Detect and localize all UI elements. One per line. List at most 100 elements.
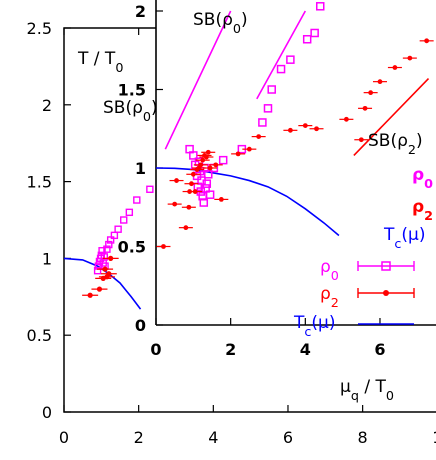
legend-label-rho2: ρ2 bbox=[320, 284, 339, 311]
y-tick-label: 2.5 bbox=[27, 19, 52, 38]
inset-rho2-point bbox=[368, 90, 374, 96]
inset-legend-rho0: ρ0 bbox=[412, 165, 433, 192]
y-tick-label: 0 bbox=[42, 403, 52, 422]
inset-rho2-point bbox=[192, 189, 198, 194]
outer-rho0-point bbox=[103, 245, 111, 253]
inset-rho2-point bbox=[186, 204, 192, 210]
y-tick-label: 0.5 bbox=[27, 326, 52, 345]
inset-rho2-point bbox=[205, 149, 211, 155]
y-tick-label: 2 bbox=[42, 96, 52, 115]
inset-rho2-point bbox=[172, 201, 178, 207]
inset-rho2-point bbox=[174, 178, 179, 183]
inset-rho0-point bbox=[204, 170, 213, 179]
outer-rho0-point bbox=[110, 231, 119, 240]
inset-rho0-point bbox=[258, 118, 267, 127]
inset-y-tick-label: 0 bbox=[135, 316, 146, 335]
inset-rho2-point bbox=[213, 162, 219, 168]
outer-rho0-point bbox=[125, 208, 134, 217]
inset-rho2-point bbox=[392, 65, 398, 70]
x-tick-label: 4 bbox=[208, 428, 218, 447]
legend-marker-rho2 bbox=[383, 290, 389, 296]
x-tick-label: 1 bbox=[432, 428, 436, 447]
inset-rho0-point bbox=[310, 28, 319, 38]
x-tick-label: 6 bbox=[283, 428, 293, 447]
inset-rho2-point bbox=[200, 157, 206, 163]
legend-marker-rho0 bbox=[381, 261, 391, 271]
outer-rho0-point bbox=[120, 216, 128, 224]
legend-label-rho0: ρ0 bbox=[320, 257, 339, 284]
outer-rho0-point bbox=[100, 253, 109, 261]
inset-rho0-point bbox=[189, 151, 198, 160]
x-tick-label: 0 bbox=[59, 428, 69, 447]
inset-rho0-point bbox=[267, 85, 276, 94]
inset-rho2-point bbox=[377, 79, 383, 85]
sb-rho0-line-right bbox=[256, 10, 307, 100]
legend-label-tc: Tc(μ) bbox=[293, 313, 336, 340]
y-tick-label: 1 bbox=[42, 249, 52, 268]
inset-rho2-point bbox=[189, 181, 194, 187]
outer-rho2-point bbox=[87, 292, 93, 298]
inset-tc-curve bbox=[155, 167, 340, 237]
inset-x-tick-label: 0 bbox=[150, 340, 161, 359]
inset-x-tick-label: 2 bbox=[225, 340, 236, 359]
inset-rho2-point bbox=[190, 171, 196, 177]
inset-rho0-point bbox=[286, 55, 295, 64]
inset-y-tick-label: 1.5 bbox=[118, 81, 146, 100]
inset-rho0-point bbox=[302, 35, 312, 44]
outer-rho0-point bbox=[105, 240, 113, 249]
inset-rho0-point bbox=[276, 64, 286, 74]
outer-rho2-point bbox=[96, 286, 103, 292]
sb-rho2-line bbox=[353, 77, 430, 156]
inset-rho0-point bbox=[205, 190, 215, 199]
inset-rho2-point bbox=[218, 197, 224, 202]
inset-rho2-point bbox=[362, 105, 368, 111]
outer-rho2-point bbox=[106, 271, 112, 277]
inset-rho2-point bbox=[302, 123, 308, 129]
outer-rho0-point bbox=[106, 236, 115, 244]
sb-rho0-line-left bbox=[164, 10, 232, 150]
inset-rho2-point bbox=[407, 55, 413, 61]
y-tick-label: 1.5 bbox=[27, 173, 52, 192]
inset-x-tick-label: 6 bbox=[374, 340, 385, 359]
inset-rho2-point bbox=[246, 146, 252, 152]
inset-rho2-point bbox=[203, 154, 209, 160]
inset-rho2-point bbox=[183, 225, 189, 231]
inset-legend-rho2: ρ2 bbox=[412, 197, 433, 224]
outer-rho2-point bbox=[108, 255, 114, 261]
inset-rho2-point bbox=[358, 137, 364, 143]
outer-rho0-point bbox=[93, 266, 102, 275]
x-tick-label: 8 bbox=[358, 428, 368, 447]
x-axis-label: μq / T0 bbox=[340, 377, 394, 404]
inset-rho0-point bbox=[199, 198, 209, 207]
outer-rho0-point bbox=[133, 196, 141, 204]
inset-rho2-point bbox=[256, 134, 262, 140]
annotation-sb-rho0-top: SB(ρ0) bbox=[193, 10, 248, 37]
inset-legend-tc: Tc(μ) bbox=[383, 225, 426, 252]
inset-y-tick-label: 0.5 bbox=[118, 238, 146, 257]
outer-rho0-point bbox=[114, 225, 122, 233]
inset-rho2-point bbox=[161, 244, 166, 249]
inset-y-tick-label: 2 bbox=[135, 2, 146, 21]
inset-rho0-point bbox=[201, 184, 210, 193]
inset-y-tick-label: 1 bbox=[135, 159, 146, 178]
inset-rho2-point bbox=[314, 126, 319, 132]
inset-rho0-point bbox=[218, 155, 228, 165]
y-axis-label: T / T0 bbox=[77, 49, 123, 76]
outer-rho2-point bbox=[102, 266, 108, 272]
inset-rho2-point bbox=[343, 116, 349, 122]
annotation-sb-rho0-left: SB(ρ0) bbox=[103, 98, 158, 125]
inset-rho2-point bbox=[207, 165, 213, 171]
inset-rho2-point bbox=[424, 38, 430, 44]
inset-x-tick-label: 4 bbox=[300, 340, 311, 359]
annotation-sb-rho2: SB(ρ2) bbox=[368, 131, 423, 158]
inset-rho0-point bbox=[263, 104, 273, 113]
x-tick-label: 2 bbox=[134, 428, 144, 447]
inset-rho0-point bbox=[316, 2, 325, 11]
inset-rho0-point bbox=[202, 179, 212, 188]
inset-rho2-point bbox=[287, 127, 293, 133]
inset-rho2-point bbox=[235, 151, 241, 157]
outer-rho0-point bbox=[146, 185, 154, 193]
inset-rho2-point bbox=[198, 162, 204, 168]
